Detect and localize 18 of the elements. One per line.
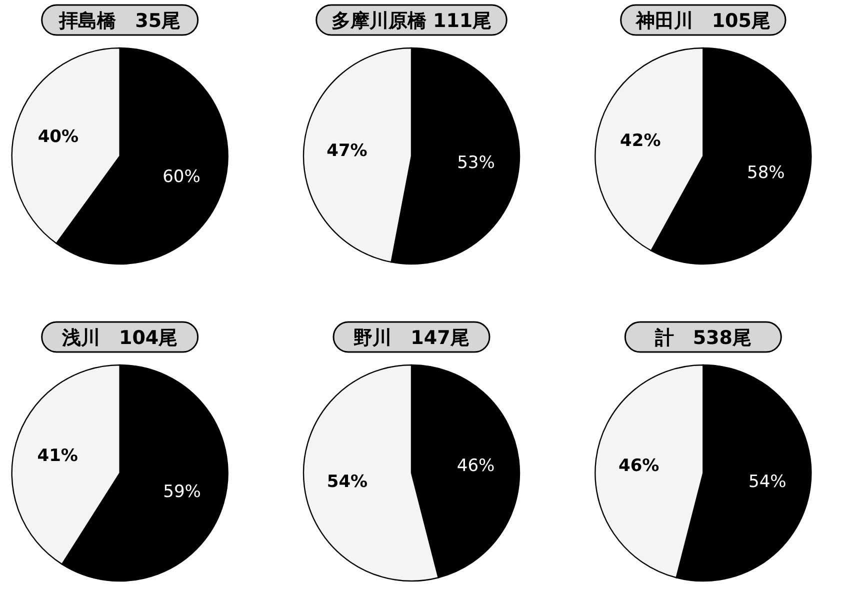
data-label: 54% xyxy=(748,472,786,492)
chart-title: 拝島橋 35尾 xyxy=(58,10,181,32)
chart-title: 野川 147尾 xyxy=(354,327,470,349)
data-label: 41% xyxy=(37,446,78,466)
data-label: 53% xyxy=(457,153,495,174)
chart-title: 計 538尾 xyxy=(654,327,752,349)
data-label: 42% xyxy=(620,130,661,151)
data-label: 59% xyxy=(163,482,201,502)
data-label: 47% xyxy=(326,140,368,161)
data-label: 46% xyxy=(456,456,495,476)
chart-title: 多摩川原橋 111尾 xyxy=(331,10,492,32)
data-label: 58% xyxy=(747,163,785,184)
data-label: 54% xyxy=(326,472,368,492)
data-label: 40% xyxy=(38,126,79,147)
chart-title: 浅川 104尾 xyxy=(60,327,178,349)
chart-title: 神田川 105尾 xyxy=(634,10,771,32)
data-label: 46% xyxy=(618,456,660,476)
data-label: 60% xyxy=(162,167,200,188)
